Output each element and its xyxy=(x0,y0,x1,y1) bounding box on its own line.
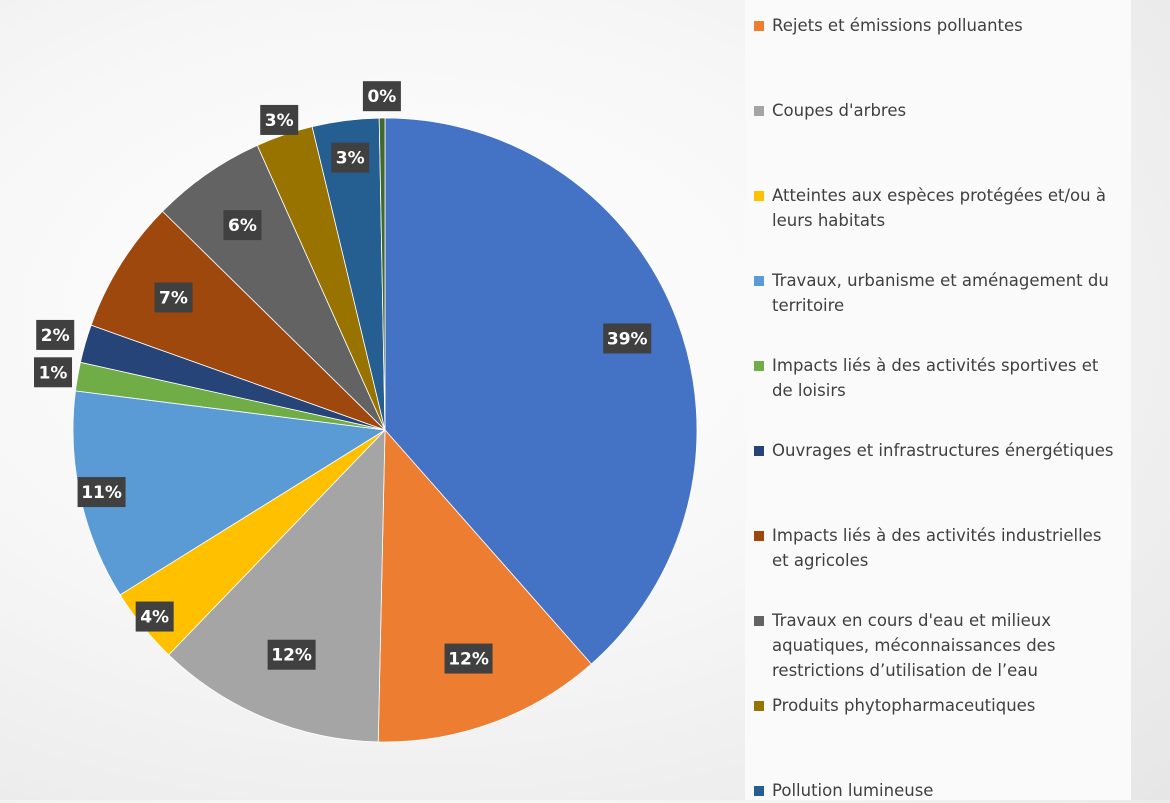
legend-item: Travaux, urbanisme et aménagement du ter… xyxy=(754,268,1114,318)
data-label: 3% xyxy=(260,104,299,135)
legend-label: Produits phytopharmaceutiques xyxy=(772,696,1036,715)
data-label-text: 39% xyxy=(607,329,648,349)
data-label: 0% xyxy=(362,81,401,112)
data-label: 6% xyxy=(223,210,262,241)
data-label: 3% xyxy=(331,142,370,173)
legend-swatch xyxy=(754,616,764,626)
legend-item: Impacts liés à des activités industriell… xyxy=(754,523,1114,573)
pie-slice xyxy=(377,428,592,743)
data-label-text: 11% xyxy=(81,483,122,503)
data-labels: 39% 12% 12% 4% 11% 1% 2% 7% 6% 3% 3% 0% xyxy=(34,81,652,674)
data-label: 12% xyxy=(444,643,493,674)
legend-item: Rejets et émissions polluantes xyxy=(754,13,1114,38)
legend-item: Impacts liés à des activités sportives e… xyxy=(754,353,1114,403)
legend-item: Coupes d'arbres xyxy=(754,98,1114,123)
legend-item: Travaux en cours d'eau et milieux aquati… xyxy=(754,608,1114,683)
data-label-text: 6% xyxy=(228,216,257,236)
legend xyxy=(745,0,1131,800)
data-label-text: 1% xyxy=(39,363,68,383)
legend-label: Impacts liés à des activités industriell… xyxy=(772,526,1102,570)
data-label-text: 2% xyxy=(41,326,70,346)
legend-swatch xyxy=(754,446,764,456)
legend-item: Ouvrages et infrastructures énergétiques xyxy=(754,438,1114,463)
legend-label: Impacts liés à des activités sportives e… xyxy=(772,356,1099,400)
data-label-box xyxy=(331,142,370,173)
pie-slice xyxy=(90,210,386,431)
legend-swatch xyxy=(754,191,764,201)
pie-chart: 39% 12% 12% 4% 11% 1% 2% 7% 6% 3% 3% 0% xyxy=(34,81,698,743)
pie-slices xyxy=(72,117,698,743)
data-label: 2% xyxy=(36,319,75,350)
data-label: 7% xyxy=(154,282,193,313)
data-label: 11% xyxy=(77,477,126,508)
legend-label: Travaux, urbanisme et aménagement du ter… xyxy=(772,271,1109,315)
pie-slice xyxy=(378,117,386,431)
legend-swatch xyxy=(754,786,764,796)
data-label-text: 12% xyxy=(448,650,489,670)
legend-label: Travaux en cours d'eau et milieux aquati… xyxy=(772,611,1056,680)
legend-swatch xyxy=(754,531,764,541)
data-label-box xyxy=(444,643,493,674)
legend-swatch xyxy=(754,276,764,286)
pie-slice xyxy=(384,117,698,665)
data-label: 1% xyxy=(34,357,73,388)
data-label-text: 12% xyxy=(271,646,312,666)
data-label-box xyxy=(223,210,262,241)
legend-label: Atteintes aux espèces protégées et/ou à … xyxy=(772,186,1106,230)
legend-swatch xyxy=(754,361,764,371)
data-label-text: 3% xyxy=(336,149,365,169)
data-label-box xyxy=(267,639,316,670)
legend-item: Produits phytopharmaceutiques xyxy=(754,693,1114,718)
data-label-text: 3% xyxy=(265,111,294,131)
legend-label: Rejets et émissions polluantes xyxy=(772,16,1023,35)
data-label-box xyxy=(154,282,193,313)
data-label-box xyxy=(77,477,126,508)
legend-item: Pollution lumineuse xyxy=(754,778,1114,803)
legend-label: Ouvrages et infrastructures énergétiques xyxy=(772,441,1114,460)
data-label-box xyxy=(260,104,299,135)
data-label-text: 7% xyxy=(159,288,188,308)
legend-label: Coupes d'arbres xyxy=(772,101,907,120)
data-label-box xyxy=(36,319,75,350)
legend-swatch xyxy=(754,21,764,31)
legend-item: Atteintes aux espèces protégées et/ou à … xyxy=(754,183,1114,233)
data-label-text: 0% xyxy=(367,87,396,107)
data-label-box xyxy=(362,81,401,112)
legend-swatch xyxy=(754,701,764,711)
data-label: 39% xyxy=(603,323,652,354)
data-label-box xyxy=(135,601,174,632)
data-label-box xyxy=(603,323,652,354)
data-label-box xyxy=(34,357,73,388)
data-label: 12% xyxy=(267,639,316,670)
data-label-text: 4% xyxy=(140,608,169,628)
legend-label: Pollution lumineuse xyxy=(772,781,934,800)
pie-slice xyxy=(168,428,386,743)
data-label: 4% xyxy=(135,601,174,632)
legend-swatch xyxy=(754,106,764,116)
